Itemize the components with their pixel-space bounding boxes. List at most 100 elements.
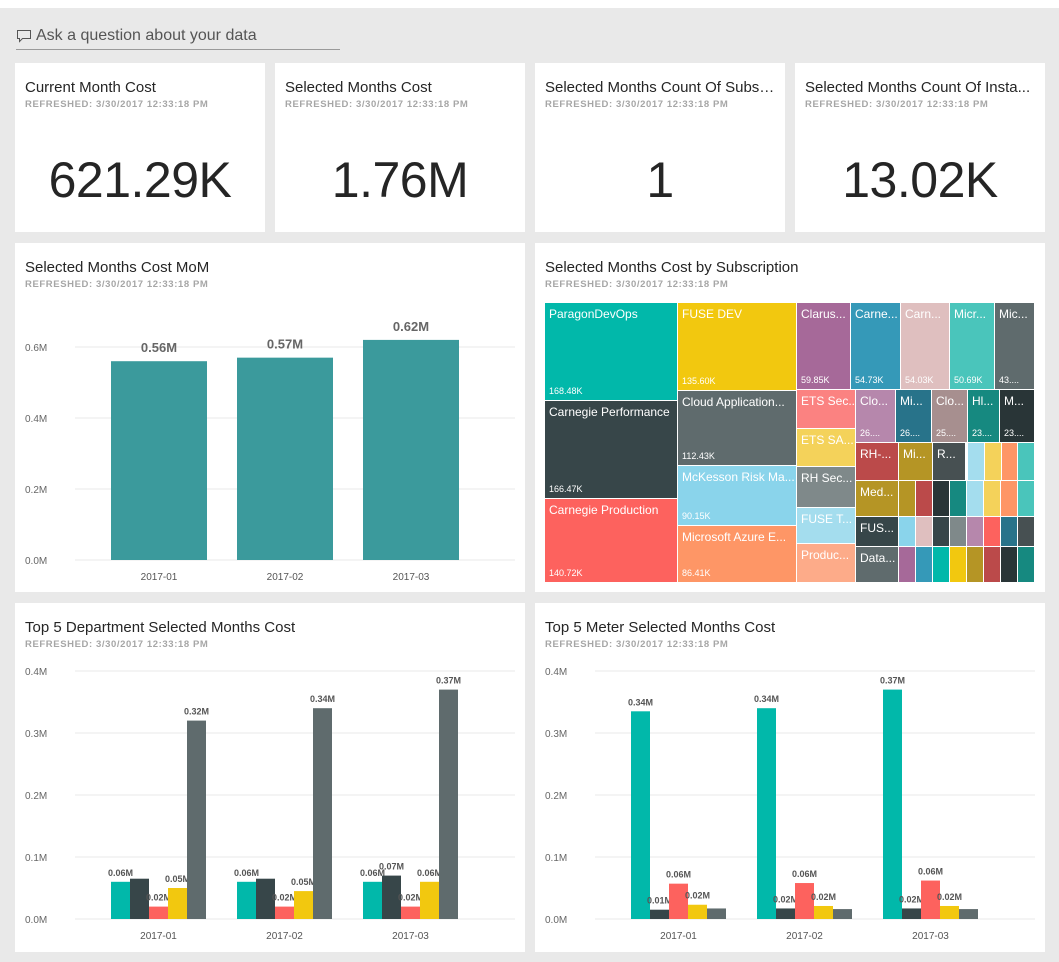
treemap-cell[interactable]: Carnegie Performance 166.47K <box>545 401 678 499</box>
treemap-cell[interactable]: Med... <box>856 481 899 517</box>
treemap-cell-small[interactable] <box>1018 443 1035 481</box>
treemap-cell[interactable]: McKesson Risk Ma... 90.15K <box>678 466 797 526</box>
treemap-cell-name: FUSE T... <box>801 512 853 526</box>
treemap-cell[interactable]: ETS SA... <box>797 429 856 467</box>
treemap-cell-value: 59.85K <box>801 375 830 385</box>
treemap-cell-value: 26.... <box>860 428 881 438</box>
tile-cost-by-subscription[interactable]: Selected Months Cost by Subscription REF… <box>535 243 1045 592</box>
treemap-cell-small[interactable] <box>1001 517 1018 547</box>
bar <box>669 883 688 919</box>
y-tick-label: 0.1M <box>25 853 47 864</box>
treemap-cell-small[interactable] <box>967 481 984 517</box>
treemap-cell-small[interactable] <box>968 443 985 481</box>
tile-selected-months-cost[interactable]: Selected Months Cost REFRESHED: 3/30/201… <box>275 63 525 232</box>
bar <box>187 720 206 919</box>
qa-box[interactable] <box>16 22 340 50</box>
tile-title: Current Month Cost <box>25 79 156 96</box>
treemap-cell[interactable]: Carne... 54.73K <box>851 303 901 390</box>
data-label: 0.62M <box>393 319 429 334</box>
tile-refreshed: REFRESHED: 3/30/2017 12:33:18 PM <box>805 99 989 110</box>
treemap-cell-small[interactable] <box>933 547 950 583</box>
treemap-cell[interactable]: FUSE DEV 135.60K <box>678 303 797 391</box>
treemap-cell[interactable]: Micr... 50.69K <box>950 303 995 390</box>
data-label: 0.02M <box>773 894 798 904</box>
treemap-cell-name: Med... <box>860 485 894 499</box>
treemap-cell-value: 112.43K <box>682 451 715 461</box>
tile-refreshed: REFRESHED: 3/30/2017 12:33:18 PM <box>545 99 729 110</box>
treemap-cell[interactable]: Mic... 43.... <box>995 303 1035 390</box>
kpi-value: 13.02K <box>842 152 998 208</box>
tile-count-instances[interactable]: Selected Months Count Of Insta... REFRES… <box>795 63 1045 232</box>
treemap-cell-small[interactable] <box>950 517 967 547</box>
treemap-cell[interactable]: ETS Sec... <box>797 390 856 429</box>
tile-current-month-cost[interactable]: Current Month Cost REFRESHED: 3/30/2017 … <box>15 63 265 232</box>
treemap-cell[interactable]: Carnegie Production 140.72K <box>545 499 678 583</box>
tile-count-subscriptions[interactable]: Selected Months Count Of Subsc... REFRES… <box>535 63 785 232</box>
treemap-cell-small[interactable] <box>984 443 1002 481</box>
treemap-cell[interactable]: RH Sec... <box>797 467 856 508</box>
tile-top5-department[interactable]: Top 5 Department Selected Months Cost RE… <box>15 603 525 952</box>
treemap-cell[interactable]: Mi... 26.... <box>896 390 932 443</box>
treemap-cell[interactable]: Clarus... 59.85K <box>797 303 851 390</box>
treemap-cell[interactable]: Data... <box>856 547 899 583</box>
treemap-cell-name: Data... <box>860 551 896 565</box>
treemap-cell-small[interactable] <box>916 481 933 517</box>
tile-cost-mom[interactable]: Selected Months Cost MoM REFRESHED: 3/30… <box>15 243 525 592</box>
treemap-cell[interactable]: Mi... <box>899 443 933 481</box>
treemap-cell-value: 166.47K <box>549 484 583 494</box>
treemap-cell-small[interactable] <box>967 547 984 583</box>
treemap-cell[interactable]: FUS... <box>856 517 899 547</box>
subscription-treemap[interactable]: ParagonDevOps 168.48K Carnegie Performance… <box>545 303 1035 583</box>
treemap-cell[interactable]: Produc... <box>797 544 856 583</box>
treemap-cell-small[interactable] <box>1001 481 1018 517</box>
treemap-cell[interactable]: Cloud Application... 112.43K <box>678 391 797 466</box>
treemap-cell-small[interactable] <box>984 517 1001 547</box>
treemap-cell-small[interactable] <box>899 517 916 547</box>
treemap-cell-small[interactable] <box>916 517 933 547</box>
treemap-cell-value: 23.... <box>972 428 993 438</box>
treemap-cell-small[interactable] <box>933 481 950 517</box>
treemap-cell-name: Carnegie Production <box>549 503 659 517</box>
data-label: 0.34M <box>754 694 779 704</box>
department-bar-chart: 0.0M 0.1M 0.2M 0.3M 0.4M 0.06M 0.02M 0.05M 0.32M… <box>25 667 515 942</box>
tile-top5-meter[interactable]: Top 5 Meter Selected Months Cost REFRESH… <box>535 603 1045 952</box>
treemap-cell-small[interactable] <box>984 481 1001 517</box>
treemap-cell[interactable]: Clo... 26.... <box>856 390 896 443</box>
treemap-cell-name: Mi... <box>903 447 926 461</box>
treemap-cell-small[interactable] <box>950 481 967 517</box>
treemap-cell-small[interactable] <box>1018 481 1035 517</box>
treemap-cell[interactable]: R... <box>933 443 966 481</box>
data-label: 0.02M <box>146 893 171 903</box>
treemap-cell-small[interactable] <box>899 547 916 583</box>
treemap-cell-name: Mic... <box>999 307 1028 321</box>
treemap-cell-small[interactable] <box>1018 547 1035 583</box>
treemap-cell-small[interactable] <box>1018 517 1035 547</box>
treemap-cell-small[interactable] <box>899 481 916 517</box>
tile-refreshed: REFRESHED: 3/30/2017 12:33:18 PM <box>25 99 209 110</box>
treemap-cell[interactable]: FUSE T... <box>797 508 856 544</box>
treemap-cell-small[interactable] <box>950 547 967 583</box>
x-tick-label: 2017-03 <box>912 931 949 942</box>
treemap-cell[interactable]: Carn... 54.03K <box>901 303 950 390</box>
treemap-cell-name: Clarus... <box>801 307 846 321</box>
qa-input[interactable] <box>36 26 336 45</box>
treemap-cell[interactable]: Hl... 23.... <box>968 390 1000 443</box>
treemap-cell-small[interactable] <box>933 517 950 547</box>
bar <box>439 689 458 919</box>
treemap-cell-small[interactable] <box>984 547 1001 583</box>
tile-refreshed: REFRESHED: 3/30/2017 12:33:18 PM <box>545 639 729 650</box>
treemap-cell-small[interactable] <box>1001 443 1019 481</box>
treemap-cell[interactable]: ParagonDevOps 168.48K <box>545 303 678 401</box>
treemap-cell-name: Clo... <box>936 394 965 408</box>
treemap-cell-small[interactable] <box>967 517 984 547</box>
treemap-cell-name: Produc... <box>801 548 850 562</box>
treemap-cell[interactable]: M... 23.... <box>1000 390 1035 443</box>
treemap-cell[interactable]: RH-... <box>856 443 899 481</box>
treemap-cell[interactable]: Clo... 25.... <box>932 390 968 443</box>
tile-title: Selected Months Cost by Subscription <box>545 259 799 276</box>
treemap-cell-small[interactable] <box>916 547 933 583</box>
data-label: 0.02M <box>398 893 423 903</box>
treemap-cell[interactable]: Microsoft Azure E... 86.41K <box>678 526 797 583</box>
bar <box>776 908 795 919</box>
treemap-cell-small[interactable] <box>1001 547 1018 583</box>
